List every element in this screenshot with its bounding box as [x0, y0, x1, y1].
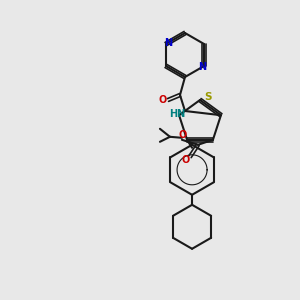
Text: HN: HN [169, 109, 185, 119]
Text: S: S [204, 92, 212, 102]
Text: N: N [164, 38, 172, 48]
Text: O: O [179, 130, 187, 140]
Text: N: N [198, 62, 206, 72]
Text: O: O [182, 155, 190, 165]
Text: O: O [159, 95, 167, 105]
